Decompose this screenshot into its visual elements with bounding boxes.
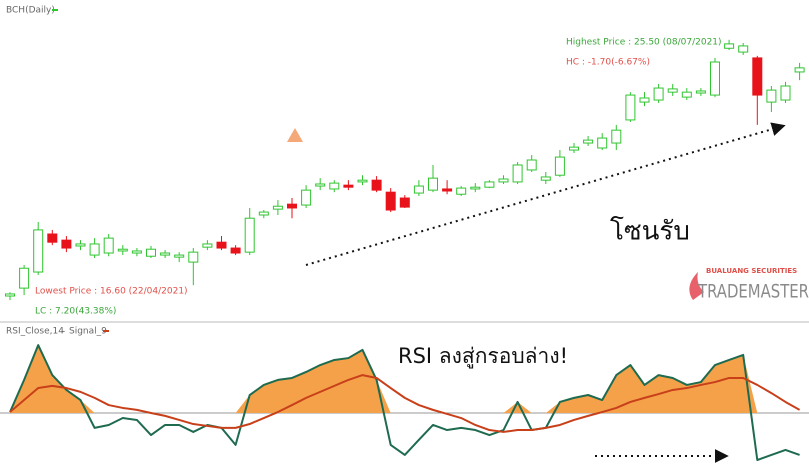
candle-body — [75, 243, 86, 247]
candle-body — [794, 67, 805, 73]
logo-flame — [689, 272, 704, 300]
candle-body — [456, 187, 467, 195]
candle-body — [371, 179, 382, 191]
candle-body — [343, 184, 354, 188]
candle-body — [385, 191, 396, 211]
support-arrow — [305, 122, 786, 266]
candle-body — [47, 233, 58, 243]
candle-body — [526, 159, 537, 171]
rsi-legend: RSI_Close,14 — [6, 327, 64, 337]
candle-body — [272, 205, 283, 210]
candle-body — [315, 183, 326, 187]
candle-body — [512, 164, 523, 183]
candle-body — [639, 97, 650, 103]
candle-body — [583, 139, 594, 144]
candle-body — [569, 146, 579, 151]
candle-body — [554, 156, 565, 176]
candle-body — [216, 241, 227, 249]
candle-body — [399, 197, 410, 208]
annotation: LC : 7.20(43.38%) — [35, 307, 116, 317]
candle-body — [597, 137, 608, 149]
price-legend: BCH(Daily) — [6, 6, 55, 16]
logo-top: BUALUANG SECURITIES — [706, 267, 797, 275]
candle-body — [329, 182, 340, 190]
candle-body — [357, 179, 368, 183]
candle-body — [5, 293, 15, 297]
candle-body — [89, 243, 100, 256]
candle-body — [188, 251, 199, 263]
candle-body — [174, 254, 185, 258]
candle-body — [160, 252, 171, 256]
candle-body — [230, 247, 241, 254]
candle-body — [117, 248, 128, 252]
annotation: Highest Price : 25.50 (08/07/2021) — [566, 38, 722, 48]
candle-body — [667, 88, 678, 93]
candle-body — [695, 90, 706, 94]
candle-body — [752, 57, 763, 96]
triangle-marker — [287, 128, 303, 142]
candle-body — [413, 185, 424, 194]
candle-body — [540, 176, 551, 181]
candle-body — [287, 203, 297, 209]
candle-body — [428, 177, 438, 191]
annotation: โซนรับ — [610, 216, 690, 247]
candle-body — [258, 211, 269, 216]
candle-body — [442, 188, 453, 192]
rsi-annotation: RSI ลงสู่กรอบล่าง! — [398, 344, 568, 369]
candle-body — [301, 189, 312, 206]
candle-body — [766, 89, 777, 103]
candle-body — [146, 248, 156, 257]
candle-body — [61, 239, 72, 249]
candle-body — [19, 267, 30, 289]
signal-legend: Signal_9 — [69, 327, 107, 337]
rsi-fill — [10, 345, 800, 413]
series-line — [9, 374, 801, 433]
candle-body — [103, 237, 114, 254]
rsi-legend-separator: - — [62, 327, 65, 337]
candle-body — [484, 181, 495, 188]
candle-body — [780, 85, 791, 101]
candle-body — [724, 43, 735, 49]
annotation: HC : -1.70(-6.67%) — [566, 58, 650, 68]
series-line — [9, 344, 800, 462]
annotation: Lowest Price : 16.60 (22/04/2021) — [35, 287, 188, 297]
candle-body — [498, 178, 509, 183]
candle-body — [738, 45, 749, 53]
candle-body — [653, 87, 664, 101]
candle-body — [33, 229, 44, 273]
candle-body — [202, 243, 213, 248]
logo-name: TRADEMASTER — [697, 281, 809, 303]
candle-body — [131, 250, 142, 254]
candle-body — [244, 217, 255, 253]
candle-body — [710, 61, 720, 96]
candle-body — [611, 129, 622, 144]
candle-body — [681, 91, 692, 98]
candle-body — [470, 186, 481, 190]
candle-body — [625, 94, 636, 121]
